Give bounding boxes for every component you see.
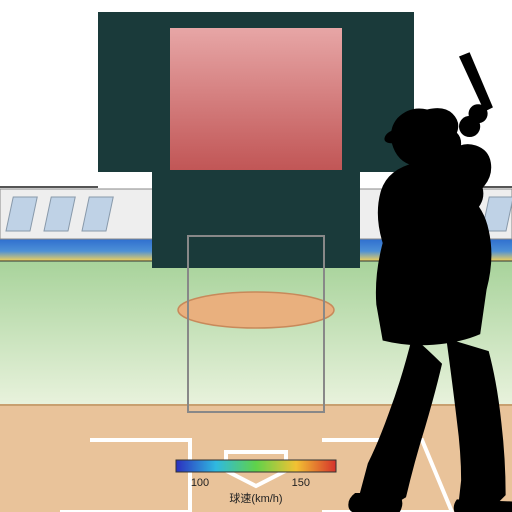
colorbar-tick-label: 150 — [292, 477, 310, 489]
scoreboard-stem — [152, 188, 360, 268]
colorbar-tick-label: 100 — [191, 477, 209, 489]
pitch-location-chart: 100 150 球速(km/h) — [0, 0, 512, 512]
pitchers-mound — [178, 292, 334, 328]
colorbar-unit-label: 球速(km/h) — [229, 491, 282, 505]
scoreboard-display — [170, 28, 342, 170]
scene-svg: 100 150 球速(km/h) — [0, 0, 512, 512]
speed-colorbar — [176, 460, 336, 472]
